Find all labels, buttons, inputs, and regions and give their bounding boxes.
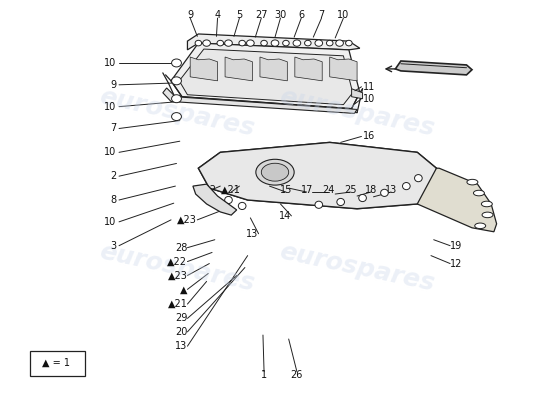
Ellipse shape: [261, 163, 289, 181]
Text: ▲23: ▲23: [178, 215, 197, 225]
Text: 17: 17: [300, 185, 313, 195]
Text: 13: 13: [385, 185, 397, 195]
Text: eurospares: eurospares: [277, 239, 437, 296]
Ellipse shape: [293, 40, 301, 46]
Ellipse shape: [336, 40, 343, 46]
Text: 12: 12: [450, 258, 463, 268]
Text: ▲: ▲: [180, 284, 188, 294]
Text: 19: 19: [450, 241, 463, 251]
Polygon shape: [171, 43, 360, 109]
Text: ▲23: ▲23: [168, 270, 188, 280]
Polygon shape: [199, 142, 437, 209]
Polygon shape: [225, 57, 252, 81]
Text: 29: 29: [175, 313, 188, 323]
Text: eurospares: eurospares: [277, 84, 437, 141]
Ellipse shape: [261, 40, 267, 46]
Ellipse shape: [217, 40, 223, 46]
Ellipse shape: [359, 194, 366, 202]
Ellipse shape: [238, 202, 246, 210]
Text: 9: 9: [187, 10, 193, 20]
Text: eurospares: eurospares: [97, 84, 256, 141]
Text: 24: 24: [322, 185, 335, 195]
Ellipse shape: [305, 40, 311, 46]
Polygon shape: [417, 168, 497, 232]
Ellipse shape: [246, 40, 254, 46]
Ellipse shape: [224, 40, 232, 46]
Text: 8: 8: [110, 195, 116, 205]
Text: 10: 10: [104, 217, 116, 227]
Text: 10: 10: [104, 58, 116, 68]
Text: 16: 16: [362, 132, 375, 142]
Ellipse shape: [203, 40, 211, 46]
Polygon shape: [351, 89, 362, 99]
Ellipse shape: [337, 198, 344, 206]
Text: 2: 2: [110, 171, 116, 181]
Polygon shape: [163, 88, 357, 114]
Ellipse shape: [172, 59, 182, 67]
Polygon shape: [395, 61, 472, 75]
Text: 18: 18: [365, 185, 377, 195]
Ellipse shape: [315, 40, 323, 46]
Ellipse shape: [403, 182, 410, 190]
Text: 20: 20: [175, 327, 188, 337]
Text: ▲22: ▲22: [167, 256, 188, 266]
Text: ▲21: ▲21: [168, 299, 188, 309]
Text: ▲22: ▲22: [196, 185, 217, 195]
Text: 7: 7: [318, 10, 324, 20]
Text: 7: 7: [110, 124, 116, 134]
Ellipse shape: [475, 223, 486, 228]
Text: 27: 27: [255, 10, 267, 20]
Text: 1: 1: [261, 370, 267, 380]
Text: 6: 6: [298, 10, 304, 20]
Polygon shape: [179, 49, 353, 105]
Ellipse shape: [415, 174, 422, 182]
Text: 4: 4: [214, 10, 221, 20]
Polygon shape: [190, 57, 218, 81]
Text: 30: 30: [274, 10, 287, 20]
Polygon shape: [199, 142, 437, 209]
Text: 25: 25: [344, 185, 357, 195]
Text: 10: 10: [104, 147, 116, 157]
Ellipse shape: [345, 40, 352, 46]
Ellipse shape: [381, 189, 388, 196]
Text: 10: 10: [104, 102, 116, 112]
Ellipse shape: [256, 159, 294, 185]
Ellipse shape: [327, 40, 333, 46]
Text: 9: 9: [110, 80, 116, 90]
Ellipse shape: [172, 77, 182, 85]
Text: 11: 11: [362, 82, 375, 92]
Ellipse shape: [172, 95, 182, 103]
Ellipse shape: [283, 40, 289, 46]
Ellipse shape: [482, 212, 493, 218]
Ellipse shape: [224, 196, 232, 204]
Text: 26: 26: [291, 370, 303, 380]
FancyBboxPatch shape: [30, 351, 85, 376]
Text: 13: 13: [246, 229, 258, 239]
Polygon shape: [188, 34, 360, 50]
Text: eurospares: eurospares: [97, 239, 256, 296]
Ellipse shape: [474, 190, 485, 196]
Text: 14: 14: [279, 211, 292, 221]
Ellipse shape: [239, 40, 245, 46]
Polygon shape: [329, 57, 357, 81]
Text: ▲ = 1: ▲ = 1: [42, 358, 70, 368]
Text: 5: 5: [236, 10, 243, 20]
Text: 10: 10: [337, 10, 350, 20]
Polygon shape: [295, 57, 322, 81]
Text: ▲21: ▲21: [221, 185, 241, 195]
Text: 10: 10: [362, 94, 375, 104]
Ellipse shape: [271, 40, 279, 46]
Text: 15: 15: [280, 185, 292, 195]
Ellipse shape: [195, 40, 202, 46]
Ellipse shape: [315, 201, 323, 208]
Polygon shape: [260, 57, 287, 81]
Ellipse shape: [467, 179, 478, 185]
Ellipse shape: [481, 201, 492, 207]
Ellipse shape: [172, 113, 182, 120]
Polygon shape: [193, 184, 236, 215]
Text: 13: 13: [175, 341, 188, 351]
Text: 3: 3: [110, 241, 116, 251]
Text: 28: 28: [175, 243, 188, 253]
